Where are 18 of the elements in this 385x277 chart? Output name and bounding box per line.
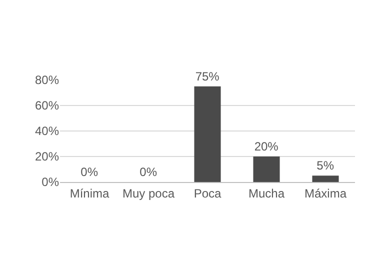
data-label: 0% [80,165,98,179]
x-tick-label: Mínima [70,186,110,200]
y-tick-label: 80% [34,73,60,88]
y-tick-label: 40% [34,124,60,138]
data-label: 5% [316,158,334,173]
y-tick-label: 60% [34,98,60,113]
y-tick-label: 20% [34,150,60,164]
bar [253,156,280,182]
data-label: 20% [254,140,279,154]
bar [194,86,221,182]
y-tick-label: 0% [42,175,60,190]
x-tick-label: Máxima [304,186,347,200]
data-label: 0% [140,165,158,179]
x-tick-label: Poca [194,186,222,200]
x-tick-label: Muy poca [122,186,175,200]
x-tick-label: Mucha [248,186,285,200]
data-label: 75% [195,69,220,84]
bar [312,176,339,182]
